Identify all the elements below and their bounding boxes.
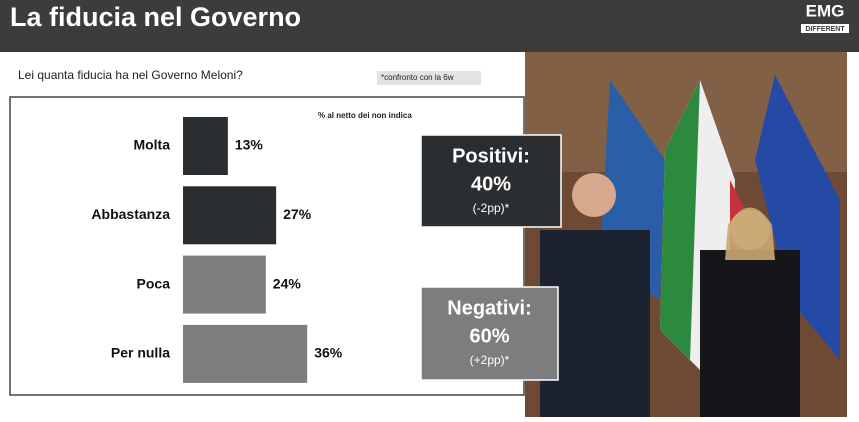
value-label: 36%: [314, 345, 343, 361]
logo-tag-bg: [801, 24, 849, 33]
summary-value: 60%: [469, 325, 509, 347]
summary-change: (+2pp)*: [470, 353, 510, 367]
value-label: 24%: [273, 275, 302, 291]
category-label: Poca: [137, 275, 171, 291]
note: *confronto con la 6w: [381, 73, 454, 82]
logo-tagline: DIFFERENT: [805, 26, 845, 33]
chart-frame: [9, 96, 525, 396]
summary-label: Negativi:: [447, 297, 531, 319]
category-label: Per nulla: [111, 345, 170, 361]
question: Lei quanta fiducia ha nel Governo Meloni…: [18, 68, 243, 82]
value-label: 27%: [283, 206, 312, 222]
bar: [183, 117, 228, 175]
bar: [183, 324, 308, 383]
summary-label: Positivi:: [452, 145, 530, 167]
logo: EMG: [806, 1, 845, 20]
header-bar: [0, 0, 859, 52]
note-bg: [377, 71, 481, 85]
summary-change: (-2pp)*: [473, 201, 510, 215]
summary-value: 40%: [471, 173, 511, 195]
bar: [183, 186, 277, 245]
summary-box: [420, 286, 559, 381]
category-label: Abbastanza: [91, 206, 170, 222]
slide-title: La fiducia nel Governo: [10, 2, 301, 32]
summary-box: [420, 134, 562, 228]
photo: [525, 52, 847, 417]
bar: [183, 255, 266, 314]
value-label: 13%: [235, 137, 264, 153]
category-label: Molta: [133, 137, 170, 153]
chart-subtitle: % al netto dei non indica: [318, 111, 412, 120]
